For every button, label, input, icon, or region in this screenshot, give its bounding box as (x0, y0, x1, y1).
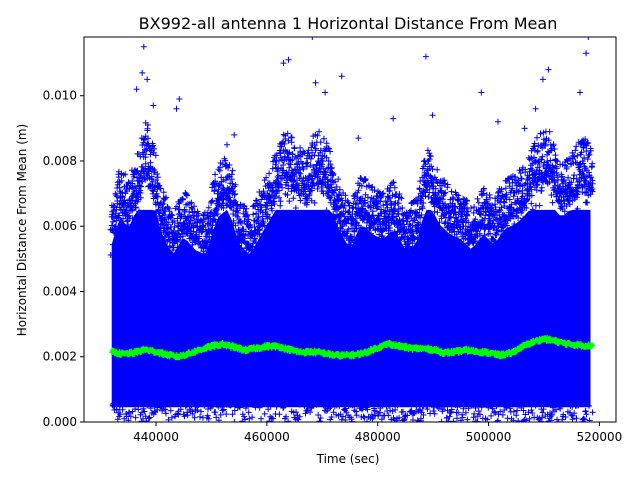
outlier-point (309, 37, 316, 40)
outlier-point (495, 118, 501, 125)
y-tick-label: 0.010 (43, 89, 77, 103)
y-tick-label: 0.004 (43, 284, 77, 298)
outlier-point (173, 105, 180, 112)
outlier-point (577, 89, 583, 96)
series-blue-band (111, 209, 591, 408)
outlier-point (322, 89, 329, 96)
outlier-point (224, 141, 230, 148)
outlier-point (280, 60, 287, 67)
x-tick-label: 520000 (576, 430, 622, 444)
y-tick-label: 0.000 (43, 415, 77, 429)
series-green-points (109, 335, 595, 361)
outlier-point (231, 131, 238, 138)
x-tick-label: 500000 (466, 430, 512, 444)
outlier-point (545, 66, 552, 73)
y-tick-label: 0.006 (43, 219, 77, 233)
plot-area (107, 37, 596, 422)
series-blue-core (111, 209, 591, 408)
y-tick-label: 0.008 (43, 154, 77, 168)
chart-title: BX992-all antenna 1 Horizontal Distance … (139, 14, 558, 33)
plot-frame (83, 36, 617, 423)
x-tick-label: 460000 (244, 430, 290, 444)
outlier-point (176, 96, 183, 102)
outlier-point (532, 105, 539, 112)
outlier-point (539, 76, 546, 83)
outlier-point (150, 102, 157, 109)
outlier-point (585, 37, 592, 40)
series-green-markers (109, 335, 595, 361)
outlier-point (144, 76, 151, 83)
outlier-point (583, 50, 590, 57)
y-axis-label: Horizontal Distance From Mean (m) (15, 124, 29, 336)
outlier-point (312, 79, 319, 86)
outlier-point (139, 69, 146, 76)
outlier-point (422, 53, 429, 60)
outlier-point (390, 115, 397, 122)
x-axis-label: Time (sec) (316, 452, 380, 466)
outlier-point (478, 89, 485, 96)
outlier-point (140, 43, 147, 50)
outlier-point (355, 135, 362, 142)
outlier-point (429, 112, 436, 119)
x-tick-label: 440000 (133, 430, 179, 444)
series-blue-points (107, 37, 596, 422)
series-blue-markers (107, 119, 596, 422)
axes: 440000 460000 480000 500000 520000 0.000 0.002… (43, 36, 622, 444)
outlier-point (338, 73, 345, 80)
y-tick-label: 0.002 (43, 350, 77, 364)
x-tick-label: 480000 (355, 430, 401, 444)
outlier-point (285, 56, 292, 63)
outlier-point (521, 125, 528, 132)
outlier-point (133, 86, 140, 93)
